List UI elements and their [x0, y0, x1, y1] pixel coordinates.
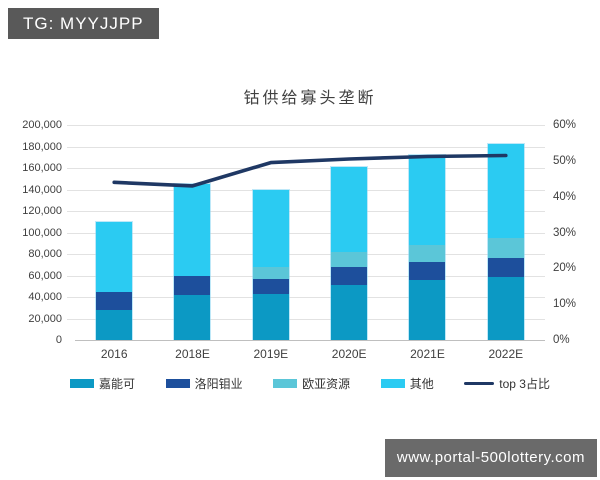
stacked-bar-2020E [330, 165, 369, 340]
watermark: www.portal-500lottery.com [384, 439, 597, 477]
y-axis-right: 60% 50% 40% 30% 20% 10% 0% [553, 119, 598, 346]
gridline [67, 168, 545, 169]
stacked-bar-2018E [173, 183, 212, 340]
stacked-bar-2021E [408, 154, 447, 340]
y-right-tick: 60% [553, 119, 577, 131]
bar-segment [409, 155, 446, 246]
bar-segment [331, 266, 368, 286]
y-left-tick: 120,000 [22, 205, 62, 217]
x-label-2022E: 2022E [488, 347, 524, 361]
x-label-2018E: 2018E [175, 347, 210, 361]
bar-segment [174, 184, 211, 276]
top3-share-line [112, 153, 508, 188]
y-left-tick: 180,000 [22, 140, 62, 153]
y-left-tick: 60,000 [28, 269, 62, 282]
y-right-tick: 50% [553, 154, 577, 167]
legend-line-swatch [464, 381, 495, 386]
legend-label: 嘉能可 [99, 377, 136, 391]
bar-column-2021E [388, 125, 466, 340]
chart-title: 钴供给寡头垄断 [243, 90, 377, 107]
bar-segment [252, 266, 289, 279]
gridline [67, 275, 545, 277]
y-left-tick: 200,000 [22, 119, 62, 131]
bar-segment [174, 294, 211, 340]
bar-segment [331, 166, 368, 252]
legend-item-其他: 其他 [380, 375, 434, 392]
legend-item-欧亚资源: 欧亚资源 [273, 375, 350, 392]
y-right-tick: 0% [553, 334, 570, 346]
bar-segment [409, 261, 446, 280]
bar-segment [96, 309, 133, 340]
bar-column-2020E [310, 125, 388, 340]
y-left-tick: 80,000 [28, 248, 62, 260]
legend-color-swatch [380, 379, 405, 388]
legend-item-洛阳钼业: 洛阳钼业 [165, 375, 243, 392]
x-label-2016: 2016 [100, 347, 128, 361]
legend-color-swatch [165, 379, 190, 388]
bars [75, 125, 545, 340]
telegram-badge: TG: MYYJJPP [8, 8, 159, 39]
bar-segment [252, 293, 289, 340]
line-overlay [112, 153, 508, 188]
bar-segment [487, 276, 524, 340]
y-left-tick: 0 [55, 334, 62, 346]
y-left-tick: 20,000 [28, 312, 62, 325]
bar-segment [96, 291, 133, 310]
legend-label: top 3占比 [499, 377, 550, 391]
x-label-2021E: 2021E [410, 347, 445, 361]
plot-area [67, 125, 545, 341]
legend: 嘉能可 洛阳钼业 欧亚资源 其他 top 3占比 [70, 375, 550, 392]
y-right-tick: 40% [553, 190, 577, 203]
legend-label: 洛阳钼业 [194, 377, 243, 391]
stacked-bar-2019E [251, 188, 290, 340]
bar-column-2018E [153, 125, 231, 340]
legend-item-top 3占比: top 3占比 [464, 375, 550, 392]
bar-column-2016 [75, 125, 153, 340]
bar-segment [331, 285, 368, 340]
gridline [67, 125, 545, 126]
y-left-tick: 140,000 [22, 183, 62, 196]
gridline [67, 318, 545, 320]
y-left-tick: 100,000 [22, 226, 62, 239]
bar-segment [409, 279, 446, 340]
bar-segment [487, 144, 524, 238]
y-axis-left: 200,000 180,000 160,000 140,000 120,000 100,0… [0, 119, 62, 346]
gridline [67, 211, 545, 212]
y-right-tick: 20% [553, 262, 577, 275]
x-label-2019E: 2019E [253, 347, 289, 361]
gridline [67, 297, 545, 298]
bar-segment [487, 258, 524, 277]
gridline [67, 189, 545, 191]
y-left-tick: 40,000 [28, 291, 62, 303]
y-left-tick: 160,000 [22, 162, 62, 174]
bar-segment [487, 237, 524, 259]
bar-segment [252, 189, 289, 267]
legend-item-嘉能可: 嘉能可 [70, 375, 135, 392]
gridline [67, 254, 545, 255]
gridline [67, 232, 545, 234]
stacked-bar-2016 [95, 220, 134, 340]
bar-column-2022E [467, 125, 545, 340]
bar-segment [252, 278, 289, 294]
stacked-bar-2022E [486, 143, 525, 340]
bar-column-2019E [232, 125, 310, 340]
legend-color-swatch [70, 379, 94, 388]
bar-segment [174, 275, 211, 295]
y-right-tick: 10% [553, 298, 577, 311]
legend-color-swatch [273, 379, 298, 388]
legend-label: 其他 [409, 377, 434, 391]
bar-segment [96, 221, 133, 292]
legend-label: 欧亚资源 [302, 377, 351, 391]
y-right-tick: 30% [553, 226, 577, 239]
bar-segment [331, 251, 368, 267]
bar-segment [409, 245, 446, 262]
x-label-2020E: 2020E [331, 347, 367, 361]
x-axis: 2016 2018E 2019E 2020E 2021E 2022E [75, 347, 545, 361]
gridline [67, 146, 545, 148]
